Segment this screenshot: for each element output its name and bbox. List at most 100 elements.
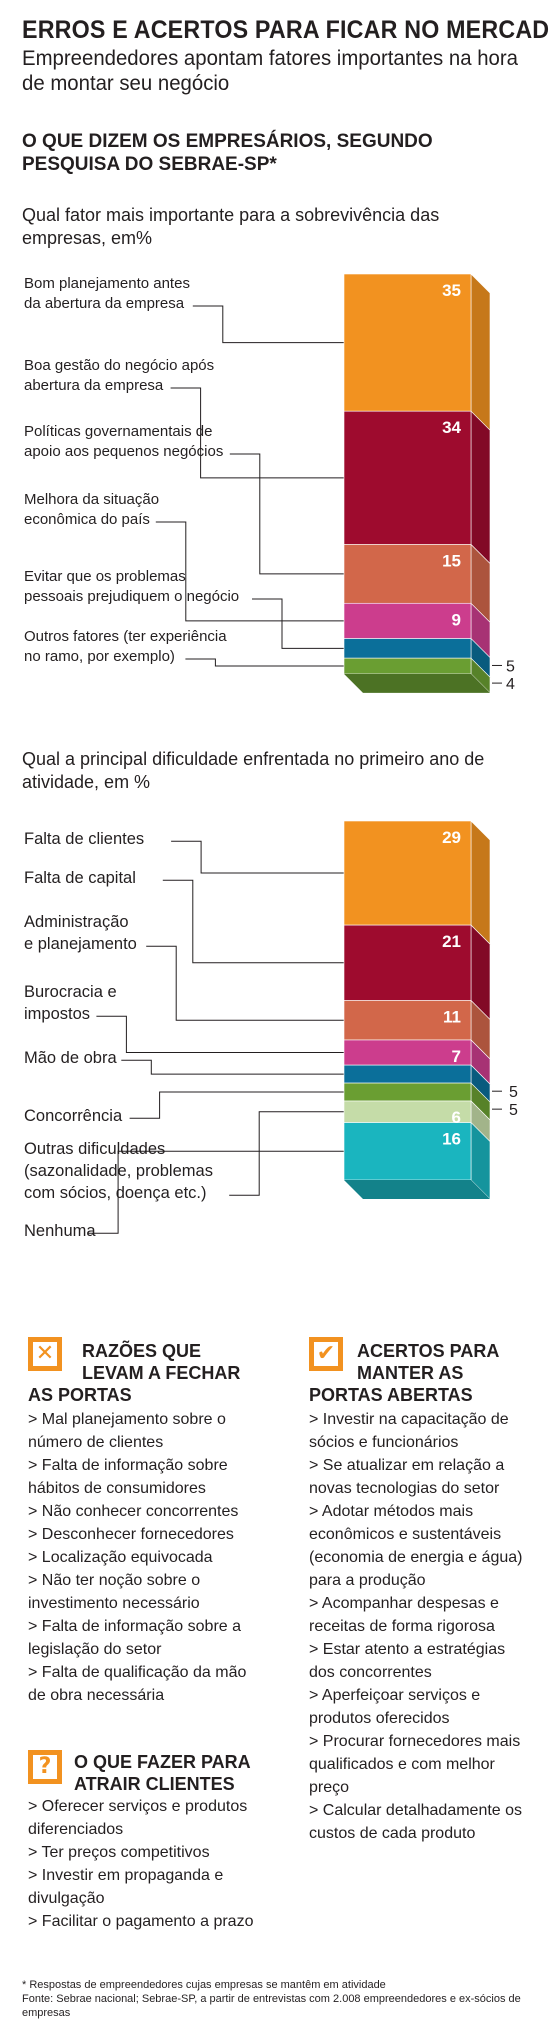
category-label-line: Evitar que os problemas: [24, 568, 186, 585]
bar-bottom-face: [344, 1180, 490, 1199]
category-label-line: da abertura da empresa: [24, 295, 185, 312]
leader-line: [129, 1091, 344, 1119]
list-item: > Procurar fornecedores mais qualificado…: [309, 1733, 521, 1796]
checkmark-icon: ✔: [309, 1337, 343, 1371]
value-label: 15: [442, 551, 461, 570]
footnote: * Respostas de empreendedores cujas empr…: [22, 1978, 532, 2020]
bar-bottom-face: [344, 673, 490, 693]
value-label: 6: [452, 1108, 461, 1127]
category-label-line: Burocracia e: [24, 983, 117, 1001]
x-icon: ✕: [28, 1337, 62, 1371]
category-label: Outros fatores (ter experiência no ramo, …: [24, 627, 227, 667]
reasons-close-title: RAZÕES QUE LEVAM A FECHAR: [82, 1341, 241, 1383]
category-label-line: econômica do país: [24, 511, 150, 528]
chart2-title: Qual a principal dificuldade enfrentada …: [22, 749, 485, 792]
category-label-line: apoio aos pequenos negócios: [24, 443, 224, 460]
list-item: > Mal planejamento sobre o número de cli…: [28, 1411, 226, 1451]
category-label-line: Nenhuma: [24, 1222, 96, 1240]
category-label-line: com sócios, doença etc.): [24, 1184, 207, 1202]
bar-segment: [343, 820, 472, 926]
bar-segment: [343, 1082, 472, 1102]
category-label: Concorrência: [24, 1105, 122, 1127]
leader-line: [229, 1111, 344, 1196]
category-label-line: Outros fatores (ter experiência: [24, 628, 227, 645]
leader-line: [162, 879, 344, 964]
reasons-close-list: > Mal planejamento sobre o número de cli…: [28, 1408, 258, 1707]
bar-segment: [343, 273, 472, 412]
list-item: > Acompanhar despesas e receitas de form…: [309, 1595, 499, 1635]
category-label-line: Outras dificuldades: [24, 1140, 166, 1158]
value-label: 29: [442, 828, 461, 847]
category-label: Melhora da situação econômica do país: [24, 490, 159, 530]
leader-line: [171, 840, 344, 874]
bar-segment: [343, 1000, 472, 1041]
value-label: 11: [443, 1008, 461, 1027]
list-item: > Aperfeiçoar serviços e produtos oferec…: [309, 1687, 481, 1727]
category-label-line: impostos: [24, 1005, 91, 1023]
category-label-line: pessoais prejudiquem o negócio: [24, 588, 240, 605]
category-label-line: Melhora da situação: [24, 491, 160, 508]
list-item: > Calcular detalhadamente os custos de c…: [309, 1802, 523, 1842]
category-label: Mão de obra: [24, 1047, 117, 1069]
leader-line: [192, 305, 344, 344]
attract-clients-title: O QUE FAZER PARA ATRAIR CLIENTES: [74, 1752, 251, 1794]
category-label: Outras dificuldades (sazonalidade, proble…: [24, 1138, 213, 1204]
category-label-line: Boa gestão do negócio após: [24, 357, 215, 374]
value-label: 5: [509, 1084, 518, 1101]
bar-segment: [343, 1064, 472, 1084]
category-label: Boa gestão do negócio após abertura da em…: [24, 356, 214, 396]
value-label: 4: [506, 676, 515, 693]
value-label: 7: [452, 1047, 461, 1066]
bar-segment-side: [470, 820, 491, 945]
value-label: 16: [442, 1130, 461, 1149]
question-icon: ?: [28, 1750, 62, 1784]
bar-segment: [343, 1122, 472, 1181]
chart1-title: Qual fator mais importante para a sobrev…: [22, 205, 440, 248]
category-label-line: no ramo, por exemplo): [24, 648, 175, 665]
footnote-note: * Respostas de empreendedores cujas empr…: [22, 1979, 386, 1991]
leader-line: [170, 387, 344, 479]
category-label-line: Falta de capital: [24, 869, 136, 887]
list-item: > Localização equivocada: [28, 1549, 213, 1566]
leader-line: [155, 521, 344, 622]
leader-line: [121, 1059, 344, 1075]
category-label-line: Falta de clientes: [24, 830, 145, 848]
bar-segment: [343, 544, 472, 604]
keep-open-list: > Investir na capacitação de sócios e fu…: [309, 1408, 524, 1845]
list-item: > Adotar métodos mais econômicos e suste…: [309, 1503, 523, 1589]
category-label-line: Bom planejamento antes: [24, 275, 190, 292]
list-item: > Desconhecer fornecedores: [28, 1526, 234, 1543]
leader-line: [146, 945, 344, 1021]
category-label: Burocracia e impostos: [24, 981, 117, 1025]
category-label-line: (sazonalidade, problemas: [24, 1162, 213, 1180]
bar-segment: [343, 1039, 472, 1066]
list-item: > Falta de qualificação da mão de obra n…: [28, 1664, 247, 1704]
value-label: 5: [509, 1102, 518, 1119]
list-item: > Ter preços competitivos: [28, 1844, 210, 1861]
bar-segment: [343, 410, 472, 545]
category-label: Falta de clientes: [24, 828, 144, 850]
list-item: > Se atualizar em relação a novas tecnol…: [309, 1457, 505, 1497]
reasons-close-title-line3: AS PORTAS: [28, 1385, 132, 1405]
section-heading: O QUE DIZEM OS EMPRESÁRIOS, SEGUNDO PESQ…: [22, 131, 433, 175]
category-label-line: abertura da empresa: [24, 377, 164, 394]
bar-segment: [343, 602, 472, 639]
list-item: > Oferecer serviços e produtos diferenci…: [28, 1798, 248, 1838]
value-label: 21: [442, 932, 461, 951]
page-title: ERROS E ACERTOS PARA FICAR NO MERCADO: [22, 16, 550, 44]
leader-line: [229, 453, 344, 575]
category-label-line: e planejamento: [24, 935, 137, 953]
value-label: 9: [452, 610, 461, 629]
value-label: 34: [442, 418, 461, 437]
category-label: Falta de capital: [24, 867, 136, 889]
leader-line: [88, 1150, 344, 1234]
category-label: Políticas governamentais de apoio aos peq…: [24, 422, 223, 462]
chart1-stacked-bar: 35 34 15 9 54: [155, 273, 515, 694]
category-label: Administração e planejamento: [24, 911, 137, 955]
list-item: > Investir em propaganda e divulgação: [28, 1867, 224, 1907]
category-label-line: Políticas governamentais de: [24, 423, 213, 440]
keep-open-title: ACERTOS PARA MANTER AS: [357, 1341, 500, 1383]
list-item: > Falta de informação sobre hábitos de c…: [28, 1457, 228, 1497]
list-item: > Investir na capacitação de sócios e fu…: [309, 1411, 509, 1451]
leader-line: [252, 598, 344, 649]
